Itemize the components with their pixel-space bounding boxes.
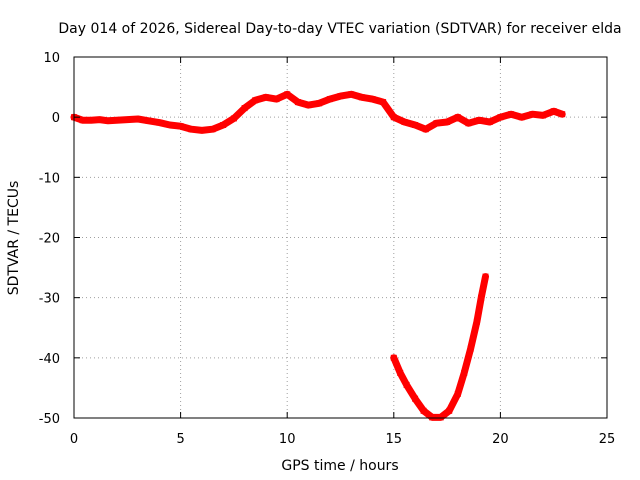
x-tick-label: 10 — [279, 432, 296, 447]
data-point — [284, 91, 291, 98]
x-axis-label: GPS time / hours — [281, 458, 398, 474]
data-point — [252, 97, 259, 104]
data-point — [518, 114, 525, 121]
data-point — [467, 345, 474, 352]
data-point — [220, 122, 227, 128]
data-point — [529, 111, 536, 118]
y-tick-label: -30 — [39, 292, 60, 307]
data-point — [486, 119, 493, 125]
data-point — [444, 119, 451, 125]
data-point — [305, 102, 312, 109]
data-point — [550, 108, 557, 115]
data-point — [476, 117, 483, 124]
data-point — [96, 116, 103, 123]
data-point — [540, 112, 546, 119]
x-tick-label: 5 — [176, 432, 184, 447]
data-point — [380, 99, 387, 106]
y-tick-label: 10 — [43, 51, 60, 66]
y-tick-label: 0 — [52, 111, 60, 126]
data-point — [422, 126, 429, 133]
data-point — [461, 369, 468, 376]
data-point — [433, 120, 440, 127]
data-point — [559, 111, 566, 118]
data-point — [401, 119, 408, 125]
data-point — [473, 318, 480, 325]
data-point — [209, 126, 216, 133]
data-point — [230, 115, 237, 122]
data-point — [326, 96, 333, 103]
chart-title: Day 014 of 2026, Sidereal Day-to-day VTE… — [58, 21, 621, 37]
data-point — [88, 117, 95, 124]
data-point — [465, 120, 472, 127]
data-point — [412, 395, 419, 402]
data-point — [420, 407, 427, 414]
x-tick-label: 15 — [386, 432, 403, 447]
y-tick-label: -50 — [39, 412, 60, 427]
data-layer — [70, 90, 566, 421]
data-point — [145, 117, 152, 124]
y-tick-label: -40 — [39, 352, 60, 367]
data-point — [412, 122, 419, 128]
data-point — [113, 117, 120, 124]
data-point — [390, 114, 397, 121]
data-point — [358, 94, 365, 101]
data-point — [273, 96, 280, 103]
data-point — [403, 381, 410, 388]
data-point — [105, 117, 112, 124]
y-tick-label: -10 — [39, 171, 60, 186]
x-tick-label: 20 — [492, 432, 509, 447]
x-tick-label: 0 — [70, 432, 78, 447]
data-point — [124, 116, 131, 123]
data-point — [482, 273, 489, 280]
data-point — [79, 117, 86, 124]
data-point — [241, 105, 248, 112]
data-point — [166, 122, 173, 128]
data-point — [437, 414, 444, 421]
axes: 0 5 10 15 20 25 10 0 -10 -20 -30 -40 -50 — [39, 51, 616, 447]
data-point — [454, 390, 461, 397]
data-point — [135, 116, 141, 122]
data-point — [429, 414, 436, 421]
data-point — [156, 119, 163, 126]
data-point — [454, 114, 461, 121]
data-point — [497, 114, 504, 121]
data-point — [446, 407, 453, 414]
data-point — [177, 123, 184, 130]
data-point — [294, 99, 301, 106]
data-point — [508, 111, 515, 118]
x-tick-label: 25 — [599, 432, 616, 447]
y-axis-label: SDTVAR / TECUs — [6, 181, 22, 296]
data-point — [390, 354, 397, 361]
data-point — [478, 294, 485, 301]
y-tick-label: -20 — [39, 232, 60, 247]
data-point — [316, 100, 323, 107]
data-point — [262, 94, 269, 101]
data-point — [337, 93, 344, 100]
data-point — [198, 127, 205, 134]
data-point — [348, 91, 355, 98]
data-point — [188, 126, 195, 133]
data-point — [369, 96, 376, 103]
data-point — [397, 369, 404, 376]
